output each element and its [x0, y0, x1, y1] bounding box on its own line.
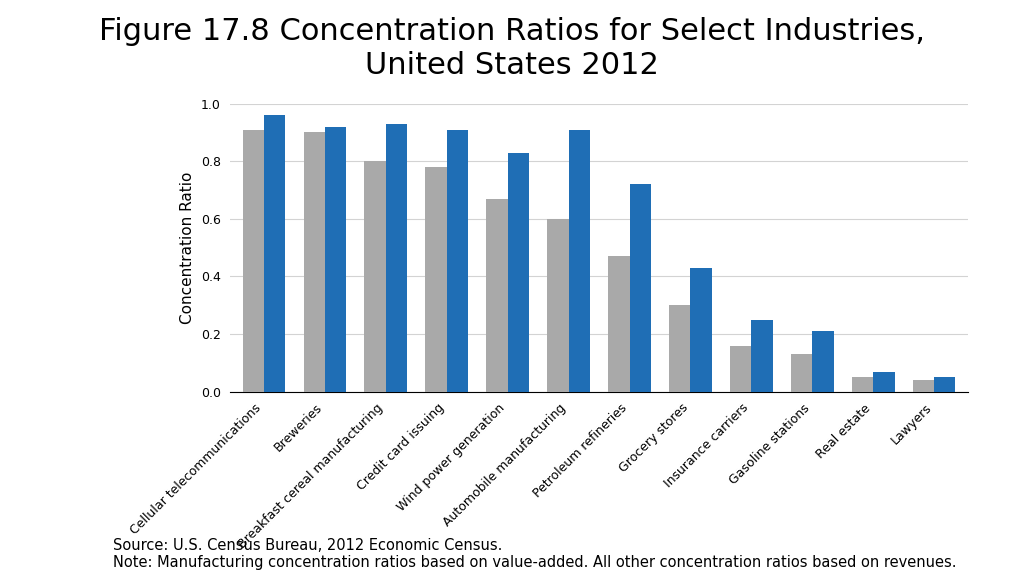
Bar	[669, 305, 690, 392]
Bar	[912, 380, 934, 392]
Bar	[791, 354, 812, 392]
Bar	[852, 377, 873, 392]
Bar	[264, 115, 286, 392]
Bar	[303, 132, 325, 392]
Bar	[386, 124, 408, 392]
Bar	[325, 127, 346, 392]
Text: Source: U.S. Census Bureau, 2012 Economic Census.
Note: Manufacturing concentrat: Source: U.S. Census Bureau, 2012 Economi…	[113, 538, 956, 570]
Text: Figure 17.8 Concentration Ratios for Select Industries,
United States 2012: Figure 17.8 Concentration Ratios for Sel…	[99, 17, 925, 80]
Bar	[730, 346, 752, 392]
Bar	[934, 377, 955, 392]
Bar	[425, 167, 446, 392]
Bar	[690, 268, 712, 392]
Bar	[446, 130, 468, 392]
Bar	[508, 153, 529, 392]
Y-axis label: Concentration Ratio: Concentration Ratio	[180, 172, 196, 324]
Bar	[630, 184, 651, 392]
Bar	[752, 320, 773, 392]
Bar	[873, 372, 895, 392]
Bar	[547, 219, 568, 392]
Bar	[608, 256, 630, 392]
Bar	[812, 331, 834, 392]
Bar	[568, 130, 590, 392]
Bar	[243, 130, 264, 392]
Bar	[486, 199, 508, 392]
Bar	[365, 161, 386, 392]
